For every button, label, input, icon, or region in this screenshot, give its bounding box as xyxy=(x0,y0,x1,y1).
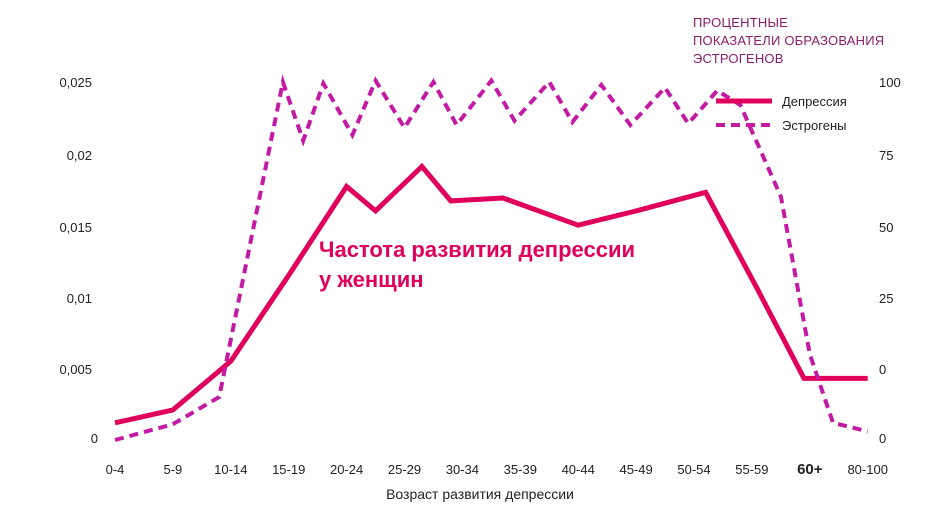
annotation-line: Частота развития депрессии xyxy=(319,237,635,262)
right-tick-label: 50 xyxy=(879,220,893,235)
right-axis-ticks: 0 0 25 50 75 100 xyxy=(879,75,901,446)
x-tick-label: 20-24 xyxy=(330,462,363,477)
x-axis-ticks: 0-4 5-9 10-14 15-19 20-24 25-29 30-34 35-39 40-4… xyxy=(106,461,888,478)
right-tick-label: 0 xyxy=(879,431,886,446)
left-tick-label: 0,025 xyxy=(59,75,92,90)
x-tick-label: 30-34 xyxy=(446,462,479,477)
right-axis-title-line: ПОКАЗАТЕЛИ ОБРАЗОВАНИЯ xyxy=(693,33,884,48)
x-tick-label: 50-54 xyxy=(677,462,710,477)
left-tick-label: 0,005 xyxy=(59,362,92,377)
left-tick-label: 0,015 xyxy=(59,220,92,235)
x-tick-label: 35-39 xyxy=(504,462,537,477)
left-tick-label: 0 xyxy=(91,431,98,446)
right-axis-title-line: ЭСТРОГЕНОВ xyxy=(693,51,784,66)
x-tick-label: 55-59 xyxy=(735,462,768,477)
right-tick-label: 100 xyxy=(879,75,901,90)
x-tick-label: 40-44 xyxy=(562,462,595,477)
x-axis-label: Возраст развития депрессии xyxy=(386,486,574,502)
legend: Депрессия Эстрогены xyxy=(716,94,847,133)
x-tick-label: 45-49 xyxy=(619,462,652,477)
legend-label: Депрессия xyxy=(782,94,847,109)
series-layer xyxy=(114,74,869,442)
annotation-line: у женщин xyxy=(319,267,424,292)
left-axis-ticks: 0 0,005 0,01 0,015 0,02 0,025 xyxy=(59,75,98,446)
x-tick-label: 10-14 xyxy=(214,462,247,477)
series-line-estrogen xyxy=(114,74,869,442)
x-tick-label: 5-9 xyxy=(164,462,183,477)
right-axis-title-line: ПРОЦЕНТНЫЕ xyxy=(693,15,788,30)
left-tick-label: 0,01 xyxy=(67,291,92,306)
legend-label: Эстрогены xyxy=(782,118,846,133)
chart-annotation: Частота развития депрессии у женщин xyxy=(319,237,635,292)
left-tick-label: 0,02 xyxy=(67,148,92,163)
x-tick-label: 0-4 xyxy=(106,462,125,477)
series-line-depression xyxy=(114,162,868,426)
right-axis-title: ПРОЦЕНТНЫЕ ПОКАЗАТЕЛИ ОБРАЗОВАНИЯ ЭСТРОГЕН… xyxy=(693,15,884,66)
x-tick-label: 15-19 xyxy=(272,462,305,477)
right-tick-label: 25 xyxy=(879,291,893,306)
x-tick-label: 60+ xyxy=(797,461,823,478)
x-tick-label: 25-29 xyxy=(388,462,421,477)
right-tick-label: 75 xyxy=(879,148,893,163)
x-tick-label: 80-100 xyxy=(847,462,887,477)
right-tick-label: 0 xyxy=(879,362,886,377)
